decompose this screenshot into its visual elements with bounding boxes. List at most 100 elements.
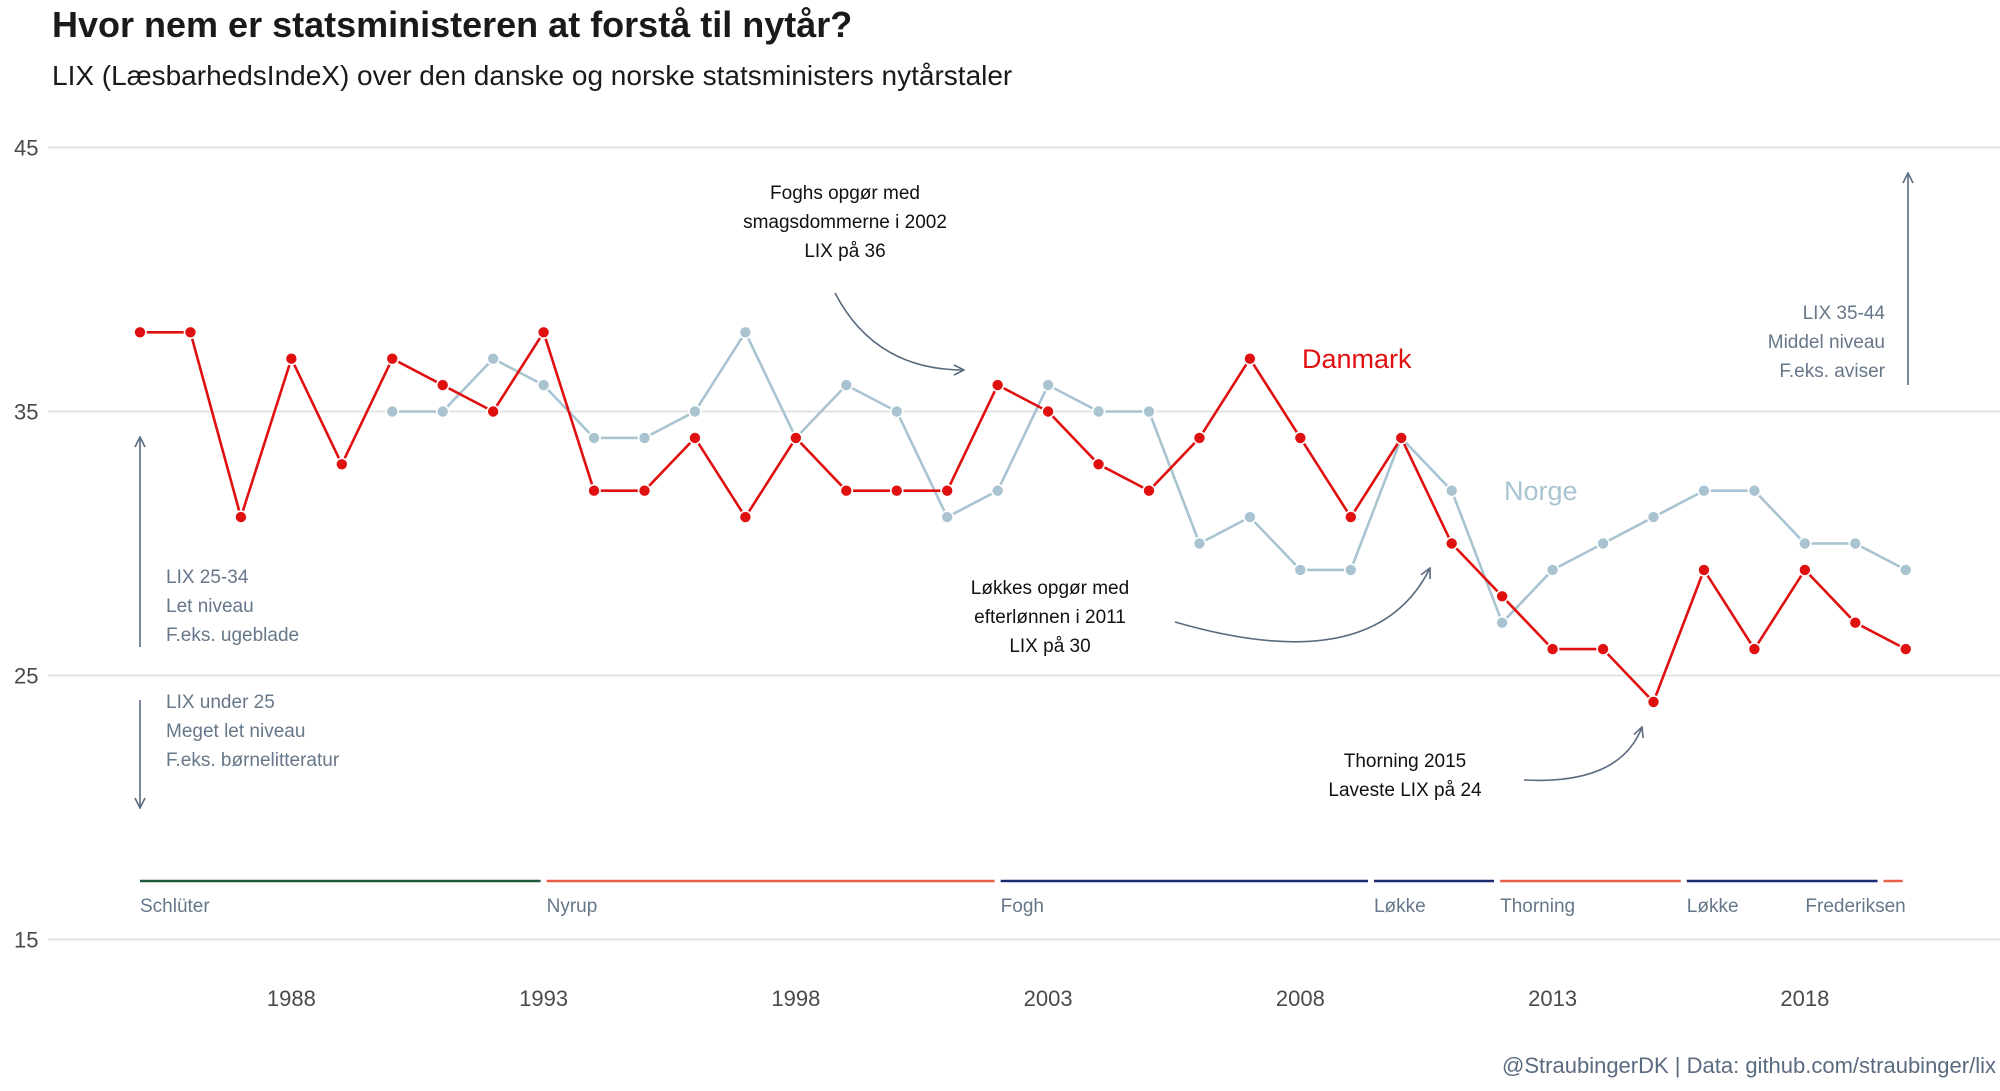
data-point — [940, 483, 955, 498]
data-point — [1646, 695, 1661, 709]
data-point — [486, 404, 500, 419]
pm-name-label: Frederiksen — [1805, 896, 1905, 917]
data-point — [1394, 431, 1409, 445]
annotation-line: LIX på 36 — [804, 241, 885, 262]
data-point — [1293, 431, 1308, 445]
level-label-line: Let niveau — [166, 596, 254, 617]
y-axis-ticks: 15 25 35 45 — [14, 136, 38, 953]
data-point — [1697, 483, 1711, 498]
data-point — [486, 351, 500, 366]
level-label-line: LIX 25-34 — [166, 567, 249, 588]
y-tick-label: 45 — [14, 136, 38, 161]
y-tick-label: 35 — [14, 400, 38, 425]
data-point — [536, 325, 551, 340]
chart-title: Hvor nem er statsministeren at forstå ti… — [52, 4, 853, 45]
data-point — [1344, 563, 1358, 577]
data-point — [637, 483, 652, 498]
data-point — [1091, 457, 1106, 472]
data-point — [1646, 510, 1661, 524]
annotation-line: smagsdommerne i 2002 — [743, 212, 947, 233]
data-point — [1192, 431, 1207, 445]
data-point — [1747, 642, 1762, 656]
data-point — [234, 510, 248, 524]
data-point — [435, 404, 450, 419]
data-point — [688, 404, 702, 419]
x-tick-label: 1998 — [771, 986, 820, 1011]
data-point — [183, 325, 198, 340]
data-point — [536, 378, 551, 392]
pm-name-label: Løkke — [1687, 896, 1739, 917]
data-point — [385, 351, 400, 366]
data-point — [1545, 642, 1560, 656]
annotation-line: Foghs opgør med — [770, 183, 920, 204]
level-label-line: Meget let niveau — [166, 721, 305, 742]
series-line — [392, 330, 1907, 625]
data-point — [1243, 351, 1257, 366]
gridlines — [48, 146, 2000, 941]
annotation-line: Laveste LIX på 24 — [1328, 780, 1482, 801]
data-point — [940, 510, 955, 524]
series-norway — [385, 325, 1913, 630]
data-point — [1142, 483, 1156, 498]
data-point — [738, 510, 753, 524]
data-point — [1596, 536, 1610, 551]
data-point — [1041, 378, 1055, 392]
annotation-line: efterlønnen i 2011 — [974, 607, 1126, 628]
data-point — [637, 431, 652, 445]
annotation-arrows — [834, 292, 1642, 782]
data-point — [1444, 536, 1459, 551]
data-point — [1495, 615, 1509, 630]
data-point — [587, 431, 601, 445]
x-tick-label: 2003 — [1024, 986, 1073, 1011]
series-label-norway: Norge — [1504, 476, 1578, 506]
annotation-line: Løkkes opgør med — [971, 578, 1129, 599]
pm-name-label: Nyrup — [547, 896, 598, 917]
series-layer — [133, 325, 1913, 709]
data-point — [1142, 404, 1156, 419]
level-label-line: F.eks. ugeblade — [166, 625, 299, 646]
data-point — [1596, 642, 1610, 656]
level-label-line: LIX 35-44 — [1803, 303, 1886, 324]
data-point — [133, 325, 147, 340]
x-axis-ticks: 1988 1993 1998 2003 2008 2013 2018 — [267, 986, 1829, 1011]
x-tick-label: 2018 — [1780, 986, 1829, 1011]
data-point — [839, 378, 854, 392]
data-point — [385, 404, 400, 419]
level-label-line: F.eks. aviser — [1779, 361, 1885, 382]
x-tick-label: 2008 — [1276, 986, 1325, 1011]
data-point — [738, 325, 753, 340]
pm-name-label: Schlüter — [140, 896, 210, 917]
data-point — [889, 483, 904, 498]
data-point — [1898, 642, 1913, 656]
data-point — [1747, 483, 1762, 498]
data-point — [1495, 589, 1509, 604]
data-point — [990, 483, 1005, 498]
annotation-line: LIX på 30 — [1009, 636, 1090, 657]
data-point — [1444, 483, 1459, 498]
annotation-texts: Foghs opgør med smagsdommerne i 2002 LIX p… — [166, 183, 1886, 801]
data-point — [435, 378, 450, 392]
data-point — [284, 351, 299, 366]
data-point — [1898, 563, 1913, 577]
fogh-annotation-arrow — [834, 292, 964, 370]
series-line — [140, 330, 1907, 704]
data-point — [1848, 536, 1863, 551]
data-point — [334, 457, 349, 472]
series-label-denmark: Danmark — [1302, 344, 1412, 374]
level-label-line: LIX under 25 — [166, 692, 275, 713]
data-point — [1192, 536, 1207, 551]
data-point — [1091, 404, 1106, 419]
pm-name-label: Fogh — [1001, 896, 1044, 917]
x-tick-label: 2013 — [1528, 986, 1577, 1011]
level-label-line: F.eks. børnelitteratur — [166, 750, 340, 771]
y-tick-label: 25 — [14, 664, 38, 689]
data-point — [839, 483, 854, 498]
data-point — [1798, 563, 1812, 577]
data-point — [1041, 404, 1055, 419]
data-point — [1243, 510, 1257, 524]
data-point — [1293, 563, 1308, 577]
data-point — [1545, 563, 1560, 577]
chart-subtitle: LIX (LæsbarhedsIndeX) over den danske og… — [52, 60, 1013, 91]
thorning-annotation-arrow — [1523, 727, 1642, 782]
